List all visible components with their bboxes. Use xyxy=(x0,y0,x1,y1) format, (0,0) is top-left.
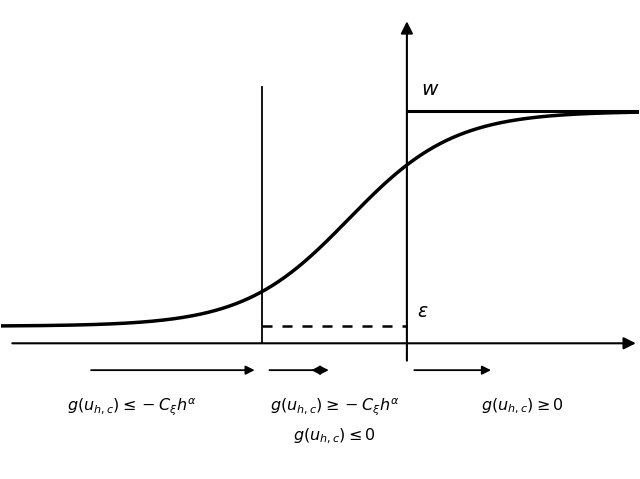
Text: $w$: $w$ xyxy=(421,80,440,99)
Text: $g(u_{h,c}) \leq 0$: $g(u_{h,c}) \leq 0$ xyxy=(293,426,376,445)
Text: $g(u_{h,c}) \geq 0$: $g(u_{h,c}) \geq 0$ xyxy=(481,397,564,416)
Text: $g(u_{h,c}) \leq -C_\xi h^\alpha$: $g(u_{h,c}) \leq -C_\xi h^\alpha$ xyxy=(67,397,196,418)
Text: $g(u_{h,c}) \geq -C_\xi h^\alpha$: $g(u_{h,c}) \geq -C_\xi h^\alpha$ xyxy=(269,397,399,418)
Text: $\varepsilon$: $\varepsilon$ xyxy=(417,303,429,321)
